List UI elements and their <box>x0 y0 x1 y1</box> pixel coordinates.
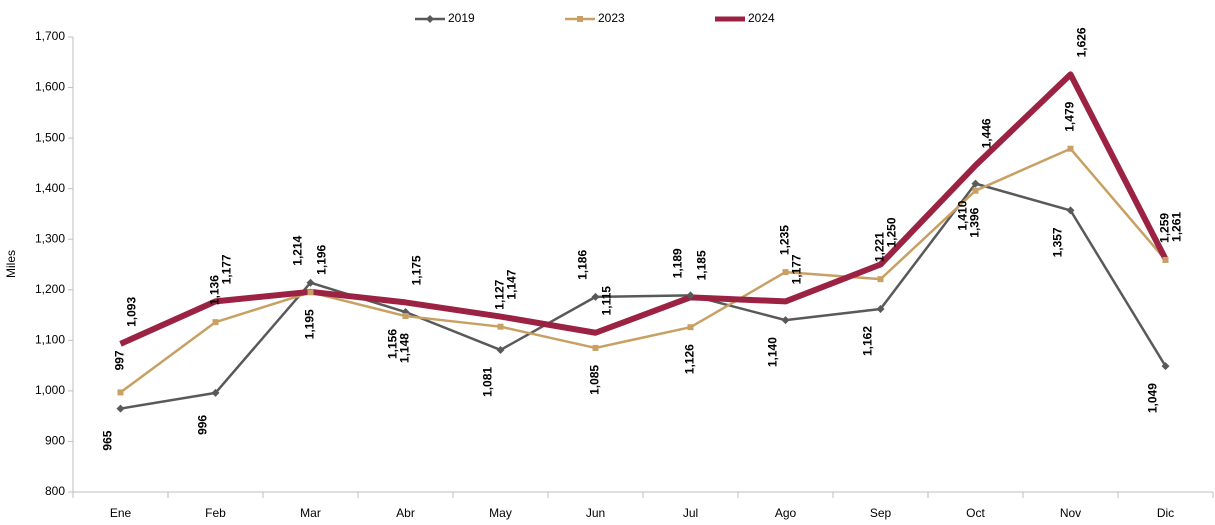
point <box>308 289 314 295</box>
value-label: 1,115 <box>600 286 614 316</box>
point <box>1163 257 1169 263</box>
x-tick-label: Jul <box>683 506 698 520</box>
point <box>973 188 979 194</box>
value-label: 1,196 <box>315 244 329 274</box>
value-label: 1,185 <box>695 250 709 280</box>
value-label: 997 <box>113 350 127 370</box>
value-label: 1,140 <box>766 337 780 367</box>
value-label: 1,177 <box>790 254 804 284</box>
value-label: 1,195 <box>303 309 317 339</box>
x-tick-label: Jun <box>586 506 605 520</box>
y-tick-label: 1,000 <box>35 383 65 397</box>
value-label: 1,357 <box>1051 227 1065 257</box>
point <box>783 269 789 275</box>
value-label: 1,126 <box>683 344 697 374</box>
point <box>117 405 125 413</box>
value-label: 1,177 <box>220 254 234 284</box>
value-label: 1,186 <box>576 250 590 280</box>
legend-label: 2023 <box>598 11 625 25</box>
value-label: 1,085 <box>588 365 602 395</box>
y-tick-label: 900 <box>45 434 65 448</box>
point <box>593 345 599 351</box>
value-label: 1,261 <box>1170 212 1184 242</box>
x-tick-label: Mar <box>300 506 321 520</box>
series-line <box>121 149 1166 393</box>
y-tick-label: 1,700 <box>35 29 65 43</box>
value-label: 1,093 <box>125 297 139 327</box>
chart: Miles 800 900 1,000 1,100 1,200 1,300 1,400 1,5… <box>0 0 1215 525</box>
y-tick-label: 1,400 <box>35 181 65 195</box>
value-label: 1,189 <box>671 248 685 278</box>
value-label: 1,081 <box>481 367 495 397</box>
x-tick-label: Ene <box>110 506 132 520</box>
value-label: 1,626 <box>1075 27 1089 57</box>
y-tick-label: 1,600 <box>35 80 65 94</box>
x-tick-label: Nov <box>1060 506 1081 520</box>
value-label: 1,162 <box>861 326 875 356</box>
value-label: 1,148 <box>398 333 412 363</box>
y-tick-label: 1,100 <box>35 333 65 347</box>
value-label: 1,250 <box>885 217 899 247</box>
point <box>1068 146 1074 152</box>
y-axis-title: Miles <box>4 250 18 278</box>
legend-marker <box>577 16 583 22</box>
x-tick-label: Sep <box>870 506 892 520</box>
value-label: 1,049 <box>1146 383 1160 413</box>
y-tick-label: 1,500 <box>35 130 65 144</box>
y-tick-label: 800 <box>45 484 65 498</box>
point <box>498 324 504 330</box>
x-tick-label: May <box>489 506 512 520</box>
point <box>118 389 124 395</box>
x-tick-label: Dic <box>1157 506 1174 520</box>
legend-label: 2019 <box>448 11 475 25</box>
point <box>213 319 219 325</box>
x-tick-label: Ago <box>775 506 797 520</box>
value-label: 1,446 <box>980 118 994 148</box>
point <box>878 276 884 282</box>
y-tick-label: 1,200 <box>35 282 65 296</box>
point <box>403 313 409 319</box>
value-label: 1,479 <box>1063 101 1077 131</box>
legend-label: 2024 <box>748 11 775 25</box>
value-label: 1,396 <box>968 207 982 237</box>
value-label: 1,214 <box>291 235 305 265</box>
value-label: 965 <box>101 430 115 450</box>
value-label: 996 <box>196 415 210 435</box>
point <box>782 316 790 324</box>
value-label: 1,147 <box>505 269 519 299</box>
y-tick-label: 1,300 <box>35 231 65 245</box>
x-tick-label: Abr <box>396 506 415 520</box>
x-tick-label: Feb <box>205 506 226 520</box>
value-label: 1,175 <box>410 255 424 285</box>
value-label: 1,235 <box>778 225 792 255</box>
point <box>688 324 694 330</box>
x-tick-label: Oct <box>966 506 985 520</box>
legend-marker <box>426 15 434 23</box>
